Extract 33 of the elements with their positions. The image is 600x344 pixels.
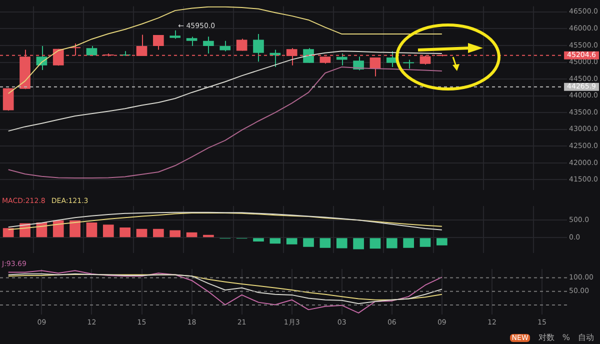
- bar: [270, 238, 281, 244]
- bar: [403, 238, 414, 248]
- bar: [303, 238, 314, 247]
- bar: [153, 228, 164, 238]
- bar: [336, 238, 348, 248]
- bar: [370, 238, 381, 249]
- bar: [420, 238, 431, 247]
- bar: [253, 238, 264, 242]
- candlestick: [186, 36, 198, 47]
- candlestick: [153, 34, 164, 50]
- text: %: [562, 333, 570, 342]
- bar: [286, 238, 298, 244]
- bar: [436, 238, 448, 246]
- candlestick: [253, 34, 264, 62]
- bar: [52, 220, 64, 238]
- bar: [86, 222, 98, 238]
- bar: [2, 228, 14, 238]
- bar: [102, 224, 114, 238]
- bar: [386, 238, 398, 248]
- candlestick: [403, 59, 414, 70]
- candlestick: [2, 88, 14, 112]
- text: 对数: [538, 332, 554, 343]
- bar: [136, 228, 148, 238]
- candlestick: [203, 36, 214, 54]
- candlestick: [220, 40, 231, 52]
- bar: [170, 230, 181, 238]
- bar: [70, 220, 80, 238]
- text: 自动: [578, 332, 594, 343]
- bar: [120, 227, 130, 238]
- bar: [353, 238, 364, 250]
- candlestick: [170, 30, 181, 40]
- bar: [186, 232, 198, 238]
- bar: [320, 238, 331, 248]
